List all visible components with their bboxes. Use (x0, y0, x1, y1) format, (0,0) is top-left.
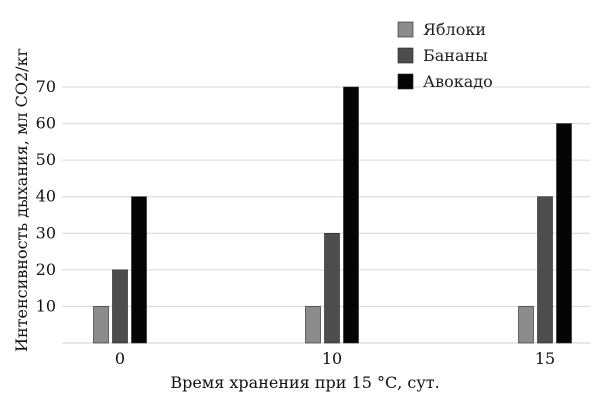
y-axis-label: Интенсивность дыхания, мл СО2/кг (12, 48, 31, 352)
legend-swatch (397, 73, 414, 90)
legend-label: Авокадо (423, 72, 493, 91)
bar-Яблоки-15 (518, 306, 534, 344)
bar-Яблоки-0 (93, 306, 109, 344)
legend-swatch (397, 21, 414, 38)
legend-label: Бананы (423, 46, 488, 65)
bar-Авокадо-0 (131, 196, 147, 344)
legend-swatch (397, 47, 414, 64)
bars (93, 86, 572, 344)
bar-Яблоки-10 (305, 306, 321, 344)
legend-label: Яблоки (423, 20, 486, 39)
x-tick-label: 10 (322, 349, 342, 368)
y-tick-label: 10 (36, 296, 56, 315)
bar-Авокадо-15 (556, 123, 572, 344)
x-tick-label: 15 (535, 349, 555, 368)
x-tick-label: 0 (115, 349, 125, 368)
y-tick-label: 60 (36, 114, 56, 133)
y-tick-labels: 10 20 30 40 50 60 70 (36, 77, 56, 315)
bar-Авокадо-10 (343, 86, 359, 344)
bar-Бананы-10 (324, 232, 340, 344)
y-tick-label: 40 (36, 187, 56, 206)
bar-Бананы-0 (112, 269, 128, 344)
x-axis-label: Время хранения при 15 °С, сут. (170, 373, 439, 392)
legend: Яблоки Бананы Авокадо (397, 20, 493, 91)
x-tick-labels: 0 10 15 (115, 349, 555, 368)
y-tick-label: 30 (36, 223, 56, 242)
y-tick-label: 50 (36, 150, 56, 169)
y-tick-label: 20 (36, 260, 56, 279)
bar-Бананы-15 (537, 196, 553, 344)
y-tick-label: 70 (36, 77, 56, 96)
